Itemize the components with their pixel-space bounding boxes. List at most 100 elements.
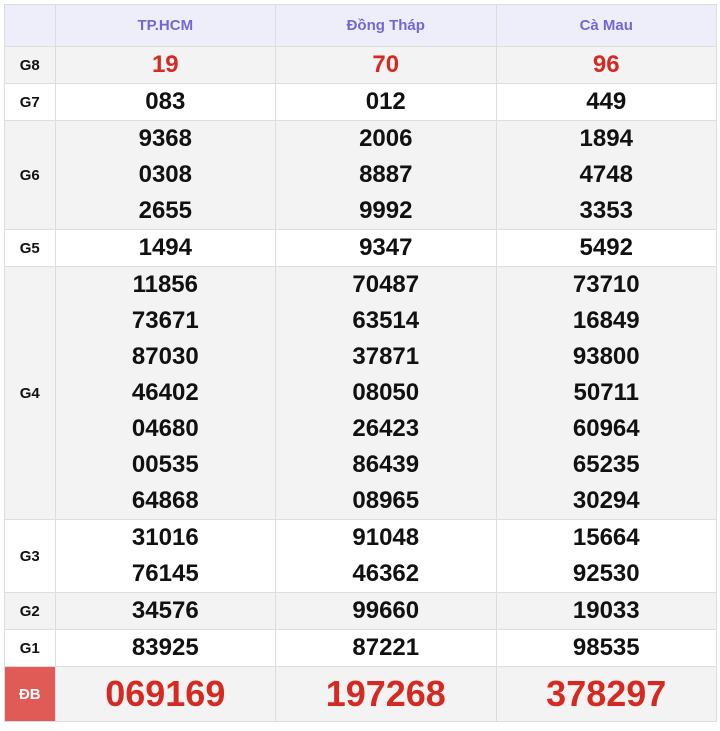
column-header: Cà Mau [495,4,717,47]
prize-number: 9347 [359,234,413,261]
prize-number: 34576 [131,597,199,624]
prize-number: 8887 [359,161,413,188]
prize-cell: 11856 73671 87030 46402 04680 00535 64868 [54,266,277,520]
prize-cell: 83925 [54,629,277,667]
prize-number: 9368 [138,125,192,152]
prize-row-g3: G3 31016 76145 91048 46362 15664 92530 [4,519,717,593]
prize-number: 92530 [572,560,640,587]
prize-label: G1 [4,629,56,667]
prize-number: 5492 [579,234,633,261]
prize-label: G5 [4,229,56,267]
prize-label: G6 [4,120,56,230]
prize-number: 99660 [352,597,420,624]
prize-number: 19 [151,51,179,78]
prize-number: 96 [592,51,620,78]
prize-number: 60964 [572,415,640,442]
prize-number: 30294 [572,487,640,514]
prize-number: 87221 [352,634,420,661]
prize-cell: 19033 [495,592,717,630]
prize-number: 0308 [138,161,192,188]
prize-number: 63514 [352,307,420,334]
prize-number: 46402 [131,379,199,406]
prize-cell: 34576 [54,592,277,630]
prize-number: 65235 [572,451,640,478]
prize-cell: 98535 [495,629,717,667]
prize-number: 73710 [572,271,640,298]
prize-cell: 91048 46362 [275,519,497,593]
prize-number: 197268 [325,673,446,714]
prize-row-g5: G5 1494 9347 5492 [4,229,717,267]
prize-row-g7: G7 083 012 449 [4,83,717,121]
prize-cell: 31016 76145 [54,519,277,593]
prize-label: G4 [4,266,56,520]
prize-number: 37871 [352,343,420,370]
prize-row-đb: ĐB 069169 197268 378297 [4,666,717,722]
prize-number: 64868 [131,487,199,514]
prize-label: G3 [4,519,56,593]
prize-cell: 70487 63514 37871 08050 26423 86439 08965 [275,266,497,520]
prize-cell: 19 [54,46,277,84]
prize-cell: 197268 [275,666,497,722]
prize-number: 1894 [579,125,633,152]
prize-number: 4748 [579,161,633,188]
prize-label: G7 [4,83,56,121]
prize-number: 86439 [352,451,420,478]
prize-cell: 2006 8887 9992 [275,120,497,230]
prize-number: 08965 [352,487,420,514]
prize-cell: 70 [275,46,497,84]
prize-number: 04680 [131,415,199,442]
prize-number: 83925 [131,634,199,661]
prize-number: 73671 [131,307,199,334]
prize-cell: 1494 [54,229,277,267]
prize-number: 9992 [359,197,413,224]
prize-number: 3353 [579,197,633,224]
prize-row-g6: G6 9368 0308 2655 2006 8887 9992 1894 4748 3353 [4,120,717,230]
prize-cell: 1894 4748 3353 [495,120,717,230]
prize-number: 08050 [352,379,420,406]
prize-cell: 73710 16849 93800 50711 60964 65235 30294 [495,266,717,520]
prize-number: 00535 [131,451,199,478]
prize-cell: 5492 [495,229,717,267]
prize-cell: 9347 [275,229,497,267]
prize-row-g2: G2 34576 99660 19033 [4,592,717,630]
prize-number: 19033 [572,597,640,624]
prize-row-g4: G4 11856 73671 87030 46402 04680 00535 64868 704… [4,266,717,520]
prize-number: 15664 [572,524,640,551]
prize-cell: 87221 [275,629,497,667]
prize-number: 16849 [572,307,640,334]
lottery-results-table: TP.HCM Đồng Tháp Cà Mau G8 19 70 96 G7 083 012… [4,4,717,722]
prize-number: 50711 [573,379,639,406]
prize-label: G2 [4,592,56,630]
prize-number: 70487 [352,271,420,298]
prize-number: 91048 [352,524,420,551]
prize-number: 46362 [352,560,420,587]
prize-cell: 9368 0308 2655 [54,120,277,230]
prize-number: 26423 [352,415,420,442]
prize-cell: 012 [275,83,497,121]
prize-cell: 96 [495,46,717,84]
prize-row-g1: G1 83925 87221 98535 [4,629,717,667]
prize-number: 069169 [105,673,226,714]
prize-number: 31016 [131,524,199,551]
prize-number: 70 [372,51,400,78]
prize-label: G8 [4,46,56,84]
prize-cell: 083 [54,83,277,121]
prize-number: 2006 [359,125,413,152]
prize-cell: 069169 [54,666,277,722]
prize-number: 93800 [572,343,640,370]
prize-number: 76145 [131,560,199,587]
prize-number: 083 [145,88,186,115]
corner-cell [4,4,56,47]
prize-number: 1494 [138,234,192,261]
prize-label: ĐB [4,666,56,722]
prize-number: 11856 [132,271,198,298]
prize-cell: 449 [495,83,717,121]
prize-row-g8: G8 19 70 96 [4,46,717,84]
column-header: Đồng Tháp [275,4,497,47]
prize-number: 87030 [131,343,199,370]
prize-cell: 99660 [275,592,497,630]
header-row: TP.HCM Đồng Tháp Cà Mau [4,4,717,47]
prize-number: 2655 [138,197,192,224]
prize-number: 012 [365,88,406,115]
prize-cell: 378297 [495,666,717,722]
